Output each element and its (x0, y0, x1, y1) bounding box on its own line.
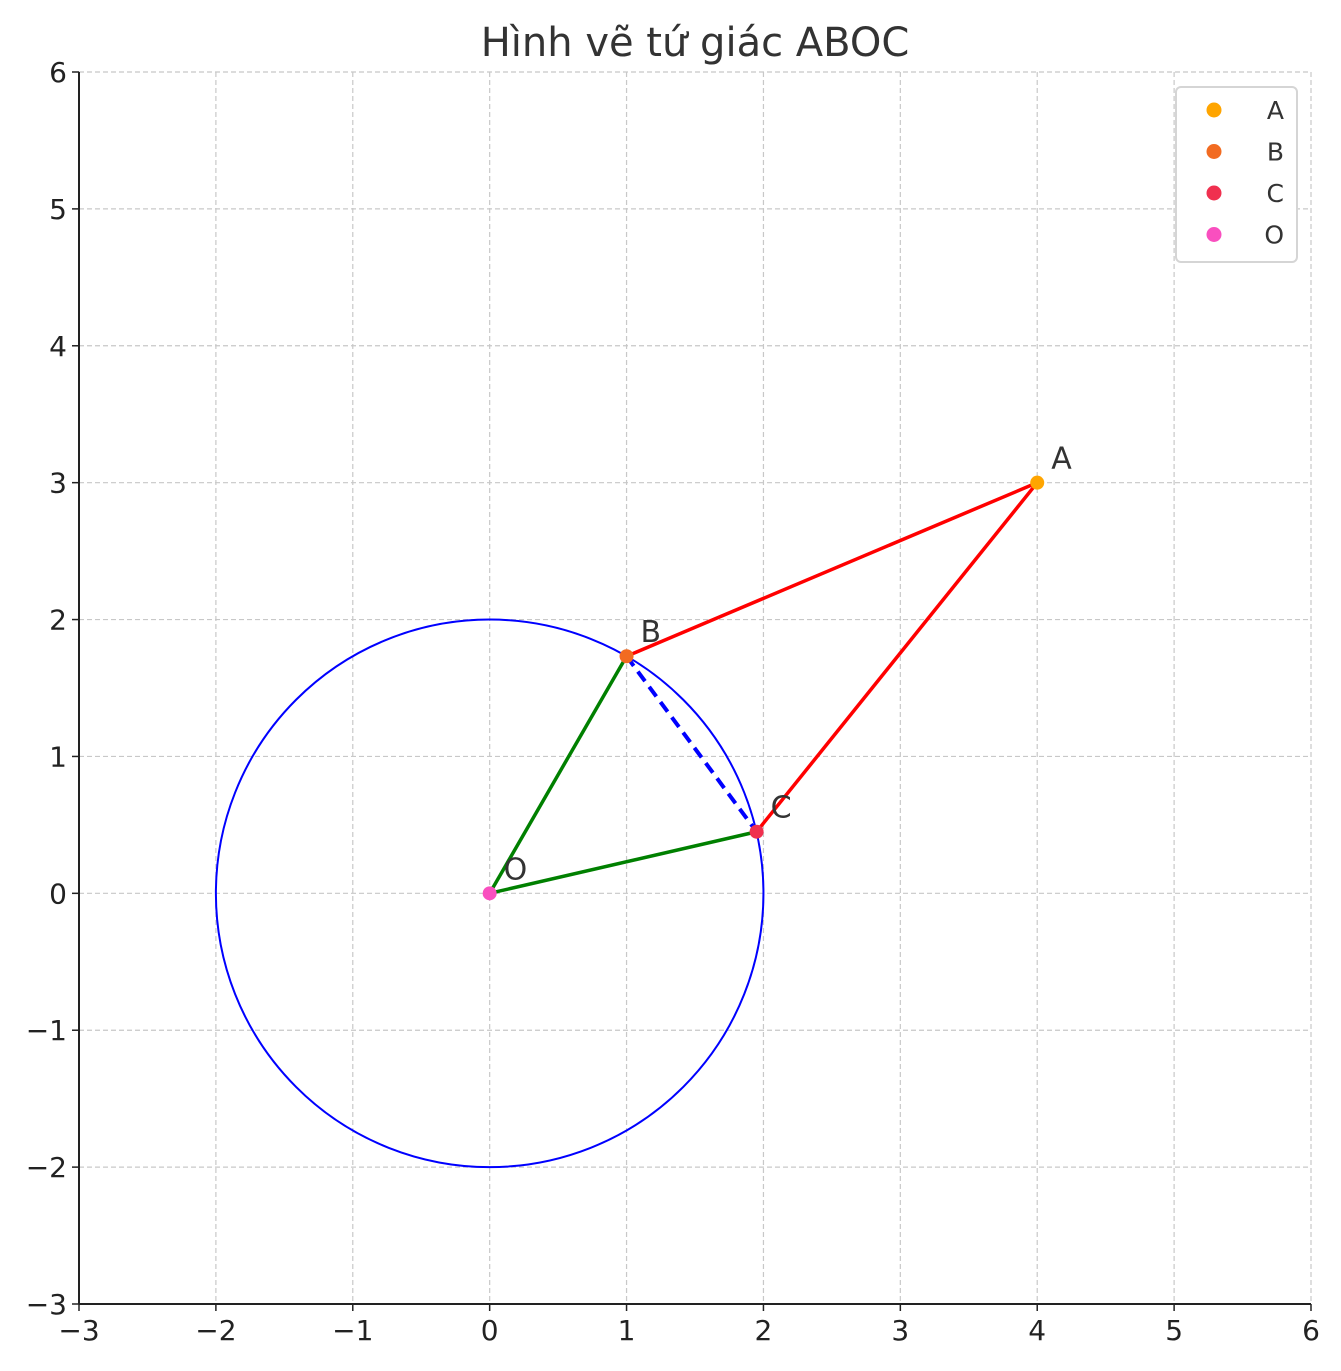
legend-label-O: O (1264, 221, 1284, 250)
y-tick-label: 3 (49, 467, 67, 500)
circle (214, 618, 765, 1169)
x-tick-label: 1 (618, 1314, 636, 1347)
point-label-A: A (1051, 442, 1072, 477)
x-tick-label: 5 (1165, 1314, 1183, 1347)
segment-BC (624, 655, 759, 833)
x-tick-label: −2 (195, 1314, 236, 1347)
point-label-C: C (771, 791, 792, 826)
y-tick-label: 5 (49, 193, 67, 226)
x-tick-label: 0 (481, 1314, 499, 1347)
point-label-B: B (641, 615, 662, 650)
y-tick-label: −3 (26, 1288, 67, 1321)
x-tick-label: 4 (1028, 1314, 1046, 1347)
x-tick-label: 3 (891, 1314, 909, 1347)
x-tick-label: −3 (58, 1314, 99, 1347)
grid (78, 71, 1312, 1305)
segment-OC (489, 830, 757, 896)
legend-label-C: C (1267, 179, 1284, 208)
point-C (749, 824, 764, 839)
segment-OB (488, 655, 629, 895)
y-tick-label: 2 (49, 604, 67, 637)
legend-label-A: A (1267, 96, 1284, 125)
legend-marker-C (1206, 185, 1222, 201)
legend-box (1175, 86, 1298, 263)
y-tick-label: −2 (26, 1151, 67, 1184)
point-label-O: O (504, 852, 528, 887)
segment-AB (625, 481, 1038, 658)
legend-label-B: B (1267, 138, 1284, 167)
y-tick-label: 4 (49, 330, 67, 363)
x-tick-label: 6 (1302, 1314, 1320, 1347)
legend-marker-B (1206, 144, 1222, 159)
y-tick-label: 6 (49, 56, 67, 89)
chart-title: Hình vẽ tứ giác ABOC (481, 20, 910, 66)
legend-marker-O (1206, 227, 1222, 242)
x-tick-label: −1 (332, 1314, 373, 1347)
segment-AC (755, 481, 1039, 833)
axes: −3 −2 −1 0 1 2 3 4 5 6 −3 −2 −1 0 1 2 3 4 5 6 (26, 56, 1320, 1347)
x-tick-label: 2 (755, 1314, 773, 1347)
point-A (1030, 475, 1045, 490)
geometry: A B C O (214, 442, 1072, 1169)
point-B (619, 649, 634, 664)
y-tick-label: −1 (26, 1014, 67, 1047)
y-tick-label: 1 (49, 740, 67, 773)
y-tick-label: 0 (49, 877, 67, 910)
point-O (482, 886, 497, 901)
legend-marker-A (1206, 102, 1222, 118)
